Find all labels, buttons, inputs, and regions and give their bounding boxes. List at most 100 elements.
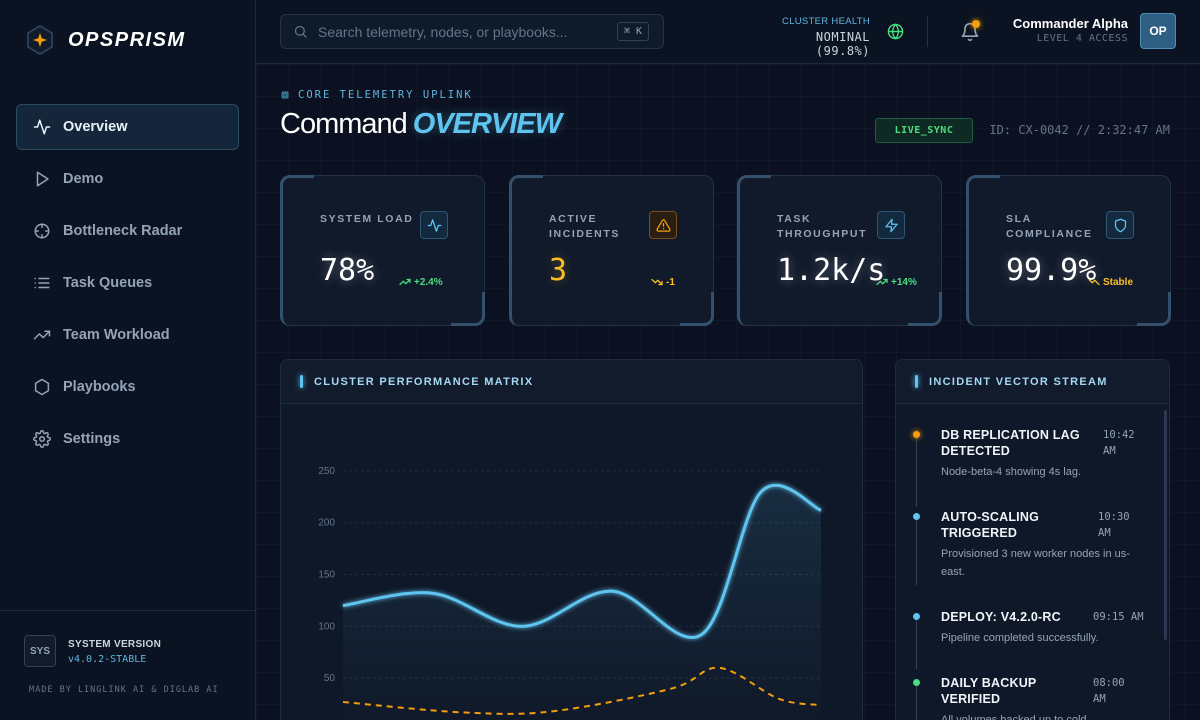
- kpi-card-task-throughput: TASK THROUGHPUT 1.2k/s +14%: [737, 175, 942, 326]
- page-title: Command OVERVIEW: [280, 108, 562, 141]
- incident-desc: Provisioned 3 new worker nodes in us-eas…: [941, 548, 1130, 578]
- activity-icon: [33, 119, 51, 135]
- series-line-1[interactable]: [342, 483, 822, 639]
- panel-title: CLUSTER PERFORMANCE MATRIX: [314, 375, 534, 388]
- incident-desc: Pipeline completed successfully.: [941, 632, 1099, 644]
- sidebar-item-playbooks[interactable]: Playbooks: [16, 364, 239, 410]
- system-badge: SYS: [24, 635, 56, 667]
- panel-title: INCIDENT VECTOR STREAM: [929, 375, 1108, 388]
- user-role: LEVEL 4 ACCESS: [1036, 33, 1128, 44]
- incident-time: 10:30 AM: [1098, 511, 1130, 539]
- topbar: Search telemetry, nodes, or playbooks...…: [256, 0, 1200, 64]
- gear-icon: [33, 430, 51, 448]
- sidebar-item-label: Task Queues: [63, 275, 153, 291]
- sidebar-nav: Overview Demo Bottleneck Radar Task Queu…: [16, 104, 239, 468]
- cluster-health: CLUSTER HEALTH NOMINAL (99.8%): [762, 16, 870, 58]
- trending-flat-icon: [1088, 278, 1100, 286]
- play-icon: [36, 171, 49, 187]
- search-placeholder: Search telemetry, nodes, or playbooks...: [318, 23, 568, 40]
- status-dot: [913, 679, 920, 686]
- incident-list: DB REPLICATION LAG DETECTED 10:42 AM Nod…: [896, 405, 1168, 720]
- notification-dot: [972, 20, 980, 28]
- sidebar: OPSPRISM Overview Demo Bottleneck Radar …: [0, 0, 256, 720]
- cluster-health-value: NOMINAL (99.8%): [815, 30, 870, 58]
- status-dot: [913, 613, 920, 620]
- kpi-delta: +14%: [876, 276, 917, 288]
- incident-title: DB REPLICATION LAG DETECTED: [941, 428, 1080, 458]
- scrollbar[interactable]: [1164, 410, 1167, 640]
- trending-up-icon: [33, 330, 51, 340]
- sidebar-item-demo[interactable]: Demo: [16, 156, 239, 202]
- kpi-card-active-incidents: ACTIVE INCIDENTS 3 -1: [509, 175, 714, 326]
- kpi-label: ACTIVE INCIDENTS: [549, 213, 620, 240]
- trending-down-icon: [651, 278, 663, 286]
- page-eyebrow-text: CORE TELEMETRY UPLINK: [298, 89, 473, 101]
- sidebar-item-team-workload[interactable]: Team Workload: [16, 312, 239, 358]
- sidebar-item-label: Playbooks: [63, 379, 136, 395]
- trending-up-icon: [399, 278, 411, 286]
- incident-title: AUTO-SCALING TRIGGERED: [941, 510, 1039, 540]
- main-content: CORE TELEMETRY UPLINK Command OVERVIEW LI…: [256, 64, 1200, 720]
- sidebar-item-label: Bottleneck Radar: [63, 223, 183, 239]
- kpi-delta-text: Stable: [1103, 276, 1134, 288]
- bell-icon[interactable]: [960, 22, 980, 42]
- avatar[interactable]: OP: [1140, 13, 1176, 49]
- alert-triangle-icon: [649, 211, 677, 239]
- kpi-value: 1.2k/s: [777, 253, 886, 288]
- brand-name: OPSPRISM: [68, 28, 186, 51]
- shield-icon: [1106, 211, 1134, 239]
- y-tick-label: 250: [318, 466, 335, 477]
- incident-stream-panel: INCIDENT VECTOR STREAM DB REPLICATION LA…: [895, 359, 1170, 720]
- panel-header: CLUSTER PERFORMANCE MATRIX: [281, 360, 862, 404]
- incident-desc: Node-beta-4 showing 4s lag.: [941, 466, 1082, 478]
- cluster-health-label: CLUSTER HEALTH: [782, 16, 870, 27]
- sidebar-item-task-queues[interactable]: Task Queues: [16, 260, 239, 306]
- globe-icon[interactable]: [887, 23, 904, 40]
- panel-header: INCIDENT VECTOR STREAM: [896, 360, 1169, 404]
- credit-text: MADE BY LINGLINK AI & DIGLAB AI: [29, 685, 219, 695]
- page-title-main: Command: [280, 108, 408, 140]
- list-icon: [34, 277, 50, 289]
- kpi-value: 78%: [320, 253, 375, 288]
- incident-time: 09:15 AM: [1093, 611, 1144, 623]
- system-version-value: v4.0.2-STABLE: [68, 654, 147, 665]
- incident-desc: All volumes backed up to cold: [941, 714, 1087, 720]
- shortcut-hint: ⌘ K: [616, 22, 649, 41]
- sidebar-footer: SYS SYSTEM VERSION v4.0.2-STABLE MADE BY…: [0, 610, 256, 720]
- series-area: [343, 485, 821, 720]
- zap-icon: [877, 211, 905, 239]
- divider: [927, 16, 928, 47]
- status-dot: [913, 513, 920, 520]
- page-eyebrow: CORE TELEMETRY UPLINK: [280, 89, 473, 101]
- sidebar-item-settings[interactable]: Settings: [16, 416, 239, 462]
- y-tick-label: 150: [318, 570, 335, 581]
- kpi-delta-text: +2.4%: [414, 276, 443, 288]
- kpi-label: TASK THROUGHPUT: [777, 213, 868, 240]
- sidebar-item-overview[interactable]: Overview: [16, 104, 239, 150]
- live-sync-badge[interactable]: LIVE_SYNC: [875, 118, 973, 143]
- brand[interactable]: OPSPRISM: [24, 24, 186, 56]
- user-name: Commander Alpha: [1012, 16, 1128, 31]
- page-title-accent: OVERVIEW: [412, 108, 562, 140]
- incident-time: 10:42 AM: [1103, 429, 1135, 457]
- session-id: ID: CX-0042 // 2:32:47 AM: [989, 123, 1170, 137]
- incident-time: 08:00 AM: [1093, 677, 1125, 705]
- system-version-label: SYSTEM VERSION: [68, 639, 162, 650]
- sidebar-item-bottleneck-radar[interactable]: Bottleneck Radar: [16, 208, 239, 254]
- cpu-icon: [281, 91, 289, 99]
- cluster-performance-panel: CLUSTER PERFORMANCE MATRIX 50 100 150 200 25…: [280, 359, 863, 720]
- sidebar-item-label: Overview: [63, 119, 128, 135]
- kpi-delta-text: -1: [666, 276, 675, 288]
- kpi-delta: +2.4%: [399, 276, 443, 288]
- kpi-value: 99.9%: [1006, 253, 1097, 288]
- logo-icon: [27, 25, 53, 55]
- kpi-delta: -1: [651, 276, 675, 288]
- hexagon-icon: [34, 378, 50, 396]
- crosshair-icon: [34, 223, 50, 239]
- search-icon: [294, 25, 307, 38]
- status-dot: [913, 431, 920, 438]
- search-input[interactable]: Search telemetry, nodes, or playbooks...…: [280, 14, 664, 49]
- performance-chart: 50 100 150 200 250: [318, 466, 822, 720]
- incident-title: DAILY BACKUP VERIFIED: [941, 676, 1037, 706]
- kpi-value: 3: [549, 253, 568, 288]
